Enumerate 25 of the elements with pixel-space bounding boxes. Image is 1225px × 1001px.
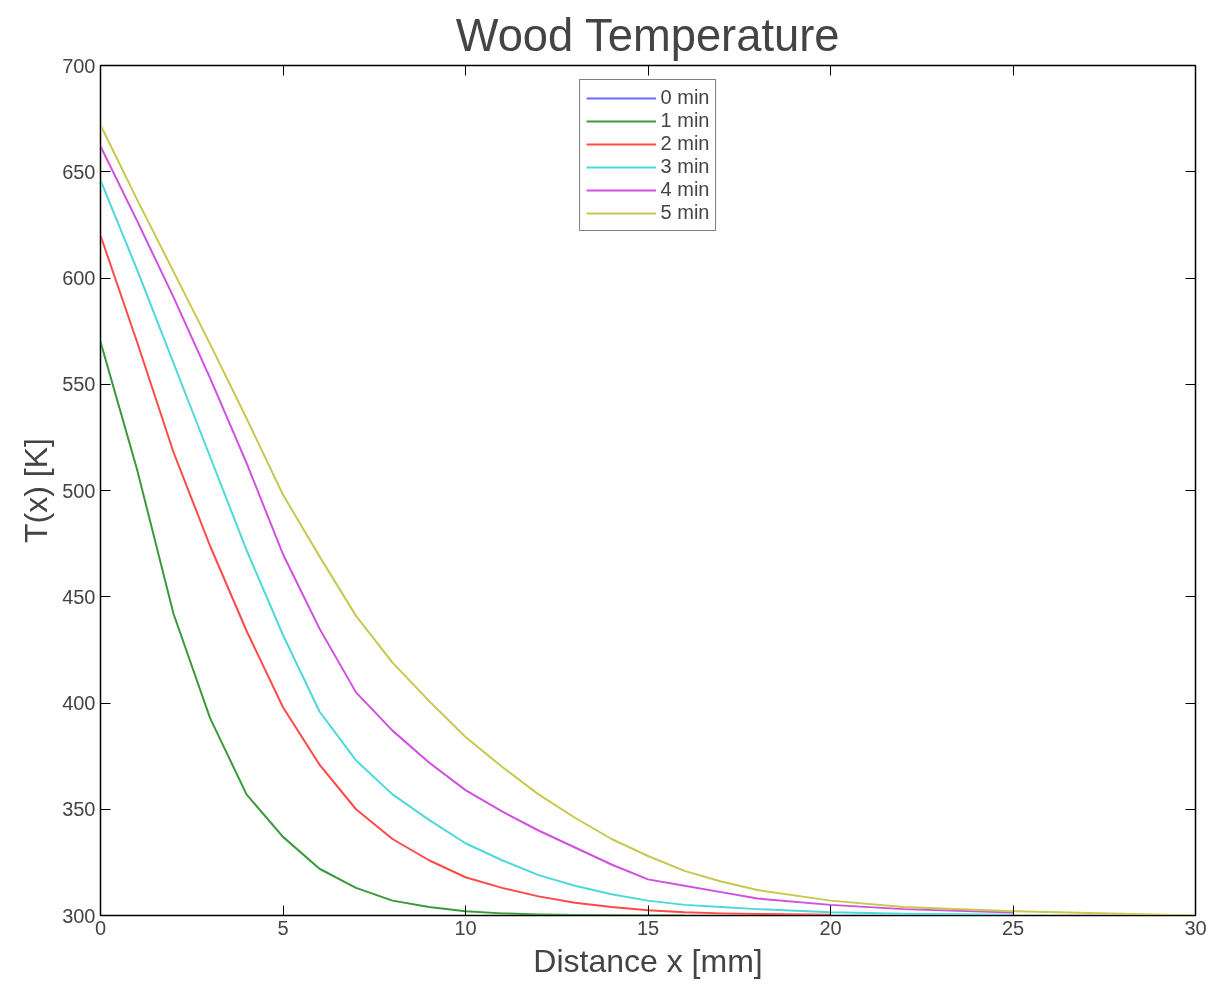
x-tick-label: 25 — [1001, 916, 1025, 939]
y-tick-label: 350 — [62, 798, 96, 821]
x-tick-label: 5 — [277, 916, 289, 939]
legend-label: 1 min — [660, 109, 710, 132]
legend-label: 4 min — [660, 178, 710, 201]
y-axis-title: T(x) [K] — [18, 438, 55, 543]
y-tick-label: 450 — [62, 585, 96, 608]
x-tick-label: 0 — [94, 916, 107, 939]
chart-title: Wood Temperature — [455, 9, 840, 61]
legend-label: 2 min — [660, 132, 710, 155]
y-tick-label: 300 — [62, 904, 96, 927]
y-tick-label: 600 — [62, 267, 96, 289]
legend-label: 5 min — [660, 201, 710, 224]
x-tick-label: 10 — [454, 916, 477, 939]
y-tick-label: 500 — [62, 479, 96, 502]
x-tick-label: 20 — [819, 916, 842, 939]
y-tick-label: 400 — [62, 692, 96, 714]
y-tick-label: 550 — [62, 373, 96, 396]
x-axis-title: Distance x [mm] — [533, 942, 763, 979]
legend-label: 3 min — [660, 155, 710, 178]
x-tick-label: 30 — [1184, 916, 1207, 939]
x-tick-label: 15 — [636, 916, 660, 939]
y-tick-label: 700 — [62, 54, 96, 77]
y-tick-label: 650 — [62, 160, 96, 183]
legend-label: 0 min — [660, 86, 710, 109]
